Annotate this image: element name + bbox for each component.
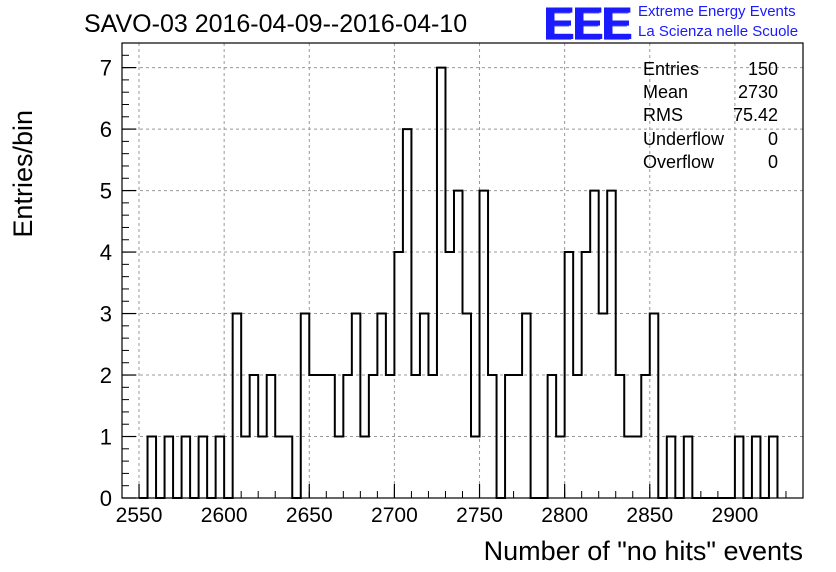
stats-value: 2730 <box>737 82 778 103</box>
x-tick-label: 2800 <box>541 504 588 527</box>
stats-label: Entries <box>643 59 700 79</box>
stats-row: Underflow 0 <box>643 128 778 151</box>
y-tick-label: 0 <box>100 486 112 511</box>
x-tick-label: 2600 <box>201 504 248 527</box>
stats-value: 0 <box>767 151 778 172</box>
x-axis-label: Number of "no hits" events <box>483 536 803 566</box>
y-tick-label: 4 <box>100 240 112 265</box>
stats-row: Overflow 0 <box>643 151 778 174</box>
x-tick-label: 2650 <box>286 504 333 527</box>
stats-label: Overflow <box>643 151 715 172</box>
stats-row: RMS 75.42 <box>643 104 778 127</box>
y-tick-label: 2 <box>100 363 112 388</box>
eee-logo: EEE <box>543 0 631 49</box>
stats-row: Mean 2730 <box>643 81 778 104</box>
x-tick-label: 2850 <box>626 504 673 527</box>
x-tick-label: 2750 <box>456 504 503 527</box>
stats-value: 75.42 <box>732 105 778 126</box>
logo-caption: Extreme Energy Events La Scienza nelle S… <box>638 2 798 42</box>
y-tick-label: 5 <box>100 179 112 204</box>
stats-value: 150 <box>747 59 778 79</box>
x-tick-label: 2700 <box>371 504 418 527</box>
y-tick-label: 3 <box>100 302 112 327</box>
plot-title: SAVO-03 2016-04-09--2016-04-10 <box>84 10 468 38</box>
stats-label: Underflow <box>643 128 725 149</box>
stats-value: 0 <box>767 128 778 149</box>
x-tick-label: 2900 <box>712 504 759 527</box>
stats-label: Mean <box>643 82 689 103</box>
y-tick-label: 1 <box>100 425 112 450</box>
stats-row: Entries 150 <box>643 58 778 81</box>
y-tick-label: 7 <box>100 56 112 81</box>
y-tick-label: 6 <box>100 117 112 142</box>
logo-line-1: Extreme Energy Events <box>638 3 796 20</box>
logo-mark: EEE <box>543 0 631 49</box>
logo-line-2: La Scienza nelle Scuole <box>638 23 799 40</box>
x-tick-label: 2550 <box>116 504 163 527</box>
stats-box: Entries 150 Mean 2730 RMS 75.42 Underflow 0 Over… <box>643 58 778 174</box>
stats-label: RMS <box>643 105 683 126</box>
y-axis-label: Entries/bin <box>8 110 38 238</box>
